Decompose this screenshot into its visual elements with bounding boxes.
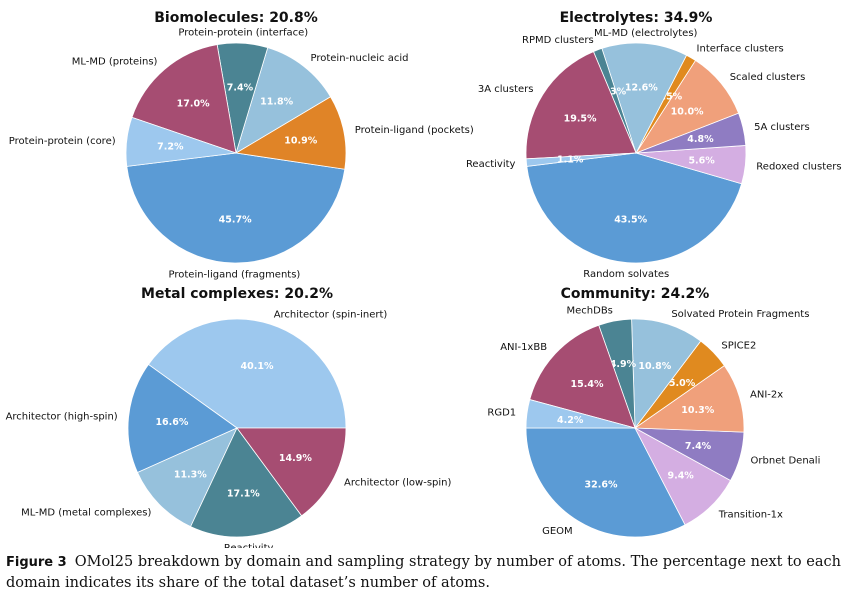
pie-slice-solvated-protein-fragments	[631, 318, 702, 430]
slice-label-protein-protein-core: Protein-protein (core)	[9, 136, 116, 147]
slice-label-ml-md-metal-complexes: ML-MD (metal complexes)	[21, 507, 151, 518]
pie-slice-protein-ligand-pockets	[234, 96, 347, 170]
figure: Biomolecules: 20.8% 45.7% Protein-ligand (…	[6, 10, 842, 554]
slice-label-spice2: SPICE2	[721, 340, 756, 351]
pie-slice-protein-protein-core	[125, 116, 237, 167]
pie-slice-architector-high-spin	[127, 363, 238, 474]
chart-title: Biomolecules: 20.8%	[154, 10, 318, 26]
slice-label-ani-2x: ANI-2x	[750, 390, 783, 401]
slice-label-redoxed-clusters: Redoxed clusters	[756, 161, 841, 172]
pie-slice-architector-low-spin	[236, 427, 347, 517]
pct-label-interface-clusters: 1.5%	[656, 91, 683, 102]
pct-label-architector-high-spin: 16.6%	[155, 417, 188, 428]
pct-label-redoxed-clusters: 5.6%	[688, 156, 715, 167]
pie-slice-ani-2x	[633, 365, 745, 433]
figure-label: Figure 3	[6, 555, 67, 570]
pie-chart-community: Community: 24.2% 32.6% GEOM 9.4% Transition-…	[487, 286, 821, 538]
pie-slice-3a-clusters	[525, 51, 637, 160]
pct-label-ml-md-proteins: 17.0%	[177, 98, 210, 109]
pct-label-rpmd-clusters: 1.3%	[600, 87, 627, 98]
pie-charts-figure: Biomolecules: 20.8% 45.7% Protein-ligand (…	[6, 10, 842, 554]
chart-title: Community: 24.2%	[561, 286, 710, 302]
pie-chart-metal-complexes: Metal complexes: 20.2% 40.1% Architector (…	[6, 286, 452, 554]
pct-label-scaled-clusters: 10.0%	[671, 107, 704, 118]
pct-label-spice2: 5.0%	[669, 378, 696, 389]
pct-label-architector-spin-inert: 40.1%	[241, 361, 274, 372]
slice-label-scaled-clusters: Scaled clusters	[730, 72, 806, 83]
slice-label-ml-md-electrolytes: ML-MD (electrolytes)	[594, 28, 698, 39]
chart-title: Electrolytes: 34.9%	[560, 10, 713, 26]
pct-label-protein-protein-core: 7.2%	[157, 142, 184, 153]
slice-label-geom: GEOM	[542, 526, 573, 537]
slice-label-mechdbs: MechDBs	[567, 306, 613, 317]
pct-label-ml-md-electrolytes: 12.6%	[625, 83, 658, 94]
pct-label-rgd1: 4.2%	[557, 415, 584, 426]
pct-label-mechdbs: 4.9%	[610, 359, 637, 370]
pct-label-protein-nucleic-acid: 11.8%	[260, 96, 293, 107]
slice-label-architector-low-spin: Architector (low-spin)	[344, 478, 452, 489]
pct-label-protein-protein-interface: 7.4%	[227, 83, 254, 94]
pie-slice-reactivity	[190, 427, 303, 538]
slice-label-reactivity: Reactivity	[224, 543, 274, 548]
pct-label-orbnet-denali: 7.4%	[685, 441, 712, 452]
slice-label-reactivity: Reactivity	[466, 159, 516, 170]
pct-label-solvated-protein-fragments: 10.8%	[638, 361, 671, 372]
slice-label-protein-ligand-fragments: Protein-ligand (fragments)	[169, 269, 301, 280]
slice-label-protein-protein-interface: Protein-protein (interface)	[178, 28, 308, 39]
pie-slice-architector-spin-inert	[147, 318, 347, 429]
pct-label-protein-ligand-pockets: 10.9%	[284, 136, 317, 147]
pct-label-architector-low-spin: 14.9%	[279, 453, 312, 464]
pie-slice-ml-md-metal-complexes	[136, 427, 238, 528]
pct-label-ani-2x: 10.3%	[681, 405, 714, 416]
slice-label-orbnet-denali: Orbnet Denali	[751, 456, 821, 467]
pie-slice-ml-md-electrolytes	[601, 42, 688, 155]
caption-text: OMol25 breakdown by domain and sampling …	[6, 554, 841, 591]
slice-label-5a-clusters: 5A clusters	[754, 122, 810, 133]
pie-slice-geom	[525, 427, 686, 538]
figure-caption: Figure 3 OMol25 breakdown by domain and s…	[6, 552, 858, 593]
pct-label-transition-1x: 9.4%	[667, 470, 694, 481]
slice-label-ml-md-proteins: ML-MD (proteins)	[72, 56, 158, 67]
slice-label-ani-1xbb: ANI-1xBB	[500, 342, 547, 353]
pie-slice-protein-nucleic-acid	[235, 47, 332, 154]
pie-slice-protein-ligand-fragments	[126, 152, 346, 264]
pie-chart-biomolecules: Biomolecules: 20.8% 45.7% Protein-ligand (…	[9, 10, 474, 280]
pie-slice-rgd1	[525, 399, 636, 429]
slice-label-architector-spin-inert: Architector (spin-inert)	[274, 309, 388, 320]
pie-slice-ani-1xbb	[529, 324, 636, 429]
slice-label-protein-nucleic-acid: Protein-nucleic acid	[310, 53, 408, 64]
slice-label-rpmd-clusters: RPMD clusters	[522, 35, 594, 46]
pie-chart-electrolytes: Electrolytes: 34.9% 43.5% Random solvates 5…	[466, 10, 842, 280]
slice-label-architector-high-spin: Architector (high-spin)	[6, 411, 118, 422]
chart-title: Metal complexes: 20.2%	[141, 286, 333, 302]
pct-label-3a-clusters: 19.5%	[564, 113, 597, 124]
slice-label-interface-clusters: Interface clusters	[697, 44, 784, 55]
slice-label-protein-ligand-pockets: Protein-ligand (pockets)	[355, 125, 474, 136]
pie-slice-random-solvates	[526, 152, 743, 264]
pct-label-random-solvates: 43.5%	[614, 214, 647, 225]
pct-label-ani-1xbb: 15.4%	[571, 379, 604, 390]
pct-label-5a-clusters: 4.8%	[687, 134, 714, 145]
pct-label-geom: 32.6%	[585, 479, 618, 490]
slice-label-rgd1: RGD1	[487, 408, 516, 419]
slice-label-solvated-protein-fragments: Solvated Protein Fragments	[671, 309, 809, 320]
pct-label-reactivity: 17.1%	[227, 489, 260, 500]
slice-label-3a-clusters: 3A clusters	[478, 84, 534, 95]
pie-slice-reactivity	[525, 152, 637, 167]
pct-label-ml-md-metal-complexes: 11.3%	[174, 469, 207, 480]
slice-label-random-solvates: Random solvates	[583, 269, 669, 280]
pct-label-protein-ligand-fragments: 45.7%	[219, 214, 252, 225]
pct-label-reactivity: 1.1%	[557, 154, 584, 165]
slice-label-transition-1x: Transition-1x	[718, 509, 783, 520]
